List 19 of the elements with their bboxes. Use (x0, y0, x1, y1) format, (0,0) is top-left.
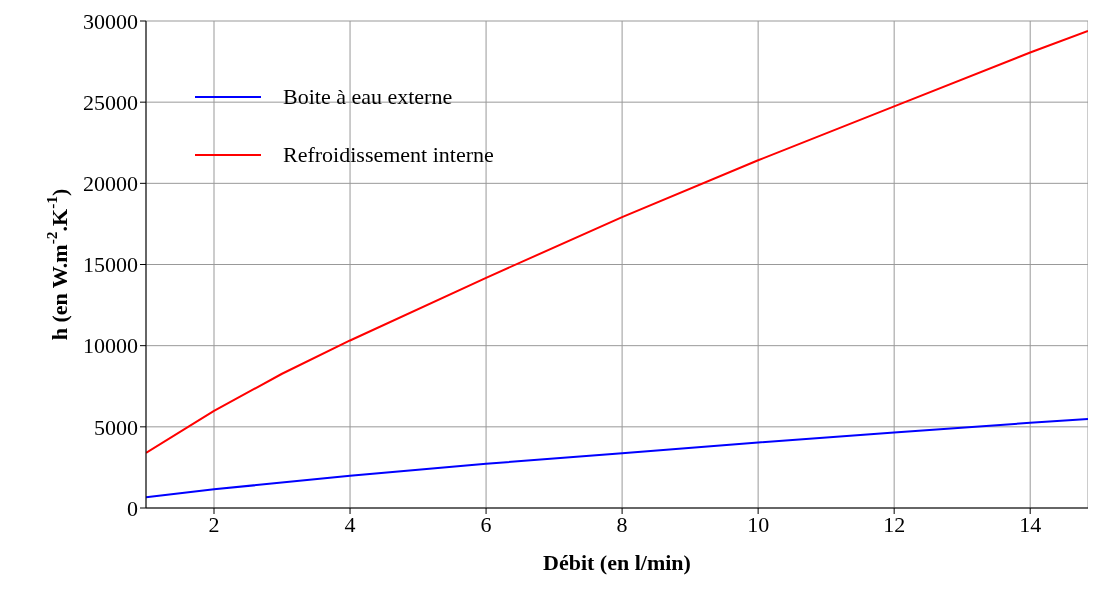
y-tick-label: 5000 (94, 414, 138, 440)
y-tick-label: 0 (127, 495, 138, 521)
x-tick-label: 8 (616, 511, 628, 537)
x-tick-label: 10 (747, 511, 770, 537)
line-series (146, 417, 1088, 499)
y-tick-label: 25000 (83, 89, 138, 115)
y-tick-label: 15000 (83, 252, 138, 278)
y-tick-label: 10000 (83, 333, 138, 359)
x-tick-label: 4 (344, 511, 356, 537)
line-series (146, 29, 1088, 454)
y-tick-label: 30000 (83, 8, 138, 34)
y-tick-label: 20000 (83, 171, 138, 197)
legend-label: Refroidissement interne (283, 142, 494, 168)
x-tick-label: 6 (480, 511, 492, 537)
x-tick-label: 14 (1019, 511, 1042, 537)
x-axis-title: Débit (en l/min) (543, 550, 691, 575)
x-tick-label: 12 (883, 511, 906, 537)
x-tick-label: 2 (208, 511, 220, 537)
legend-label: Boite à eau externe (283, 84, 453, 110)
